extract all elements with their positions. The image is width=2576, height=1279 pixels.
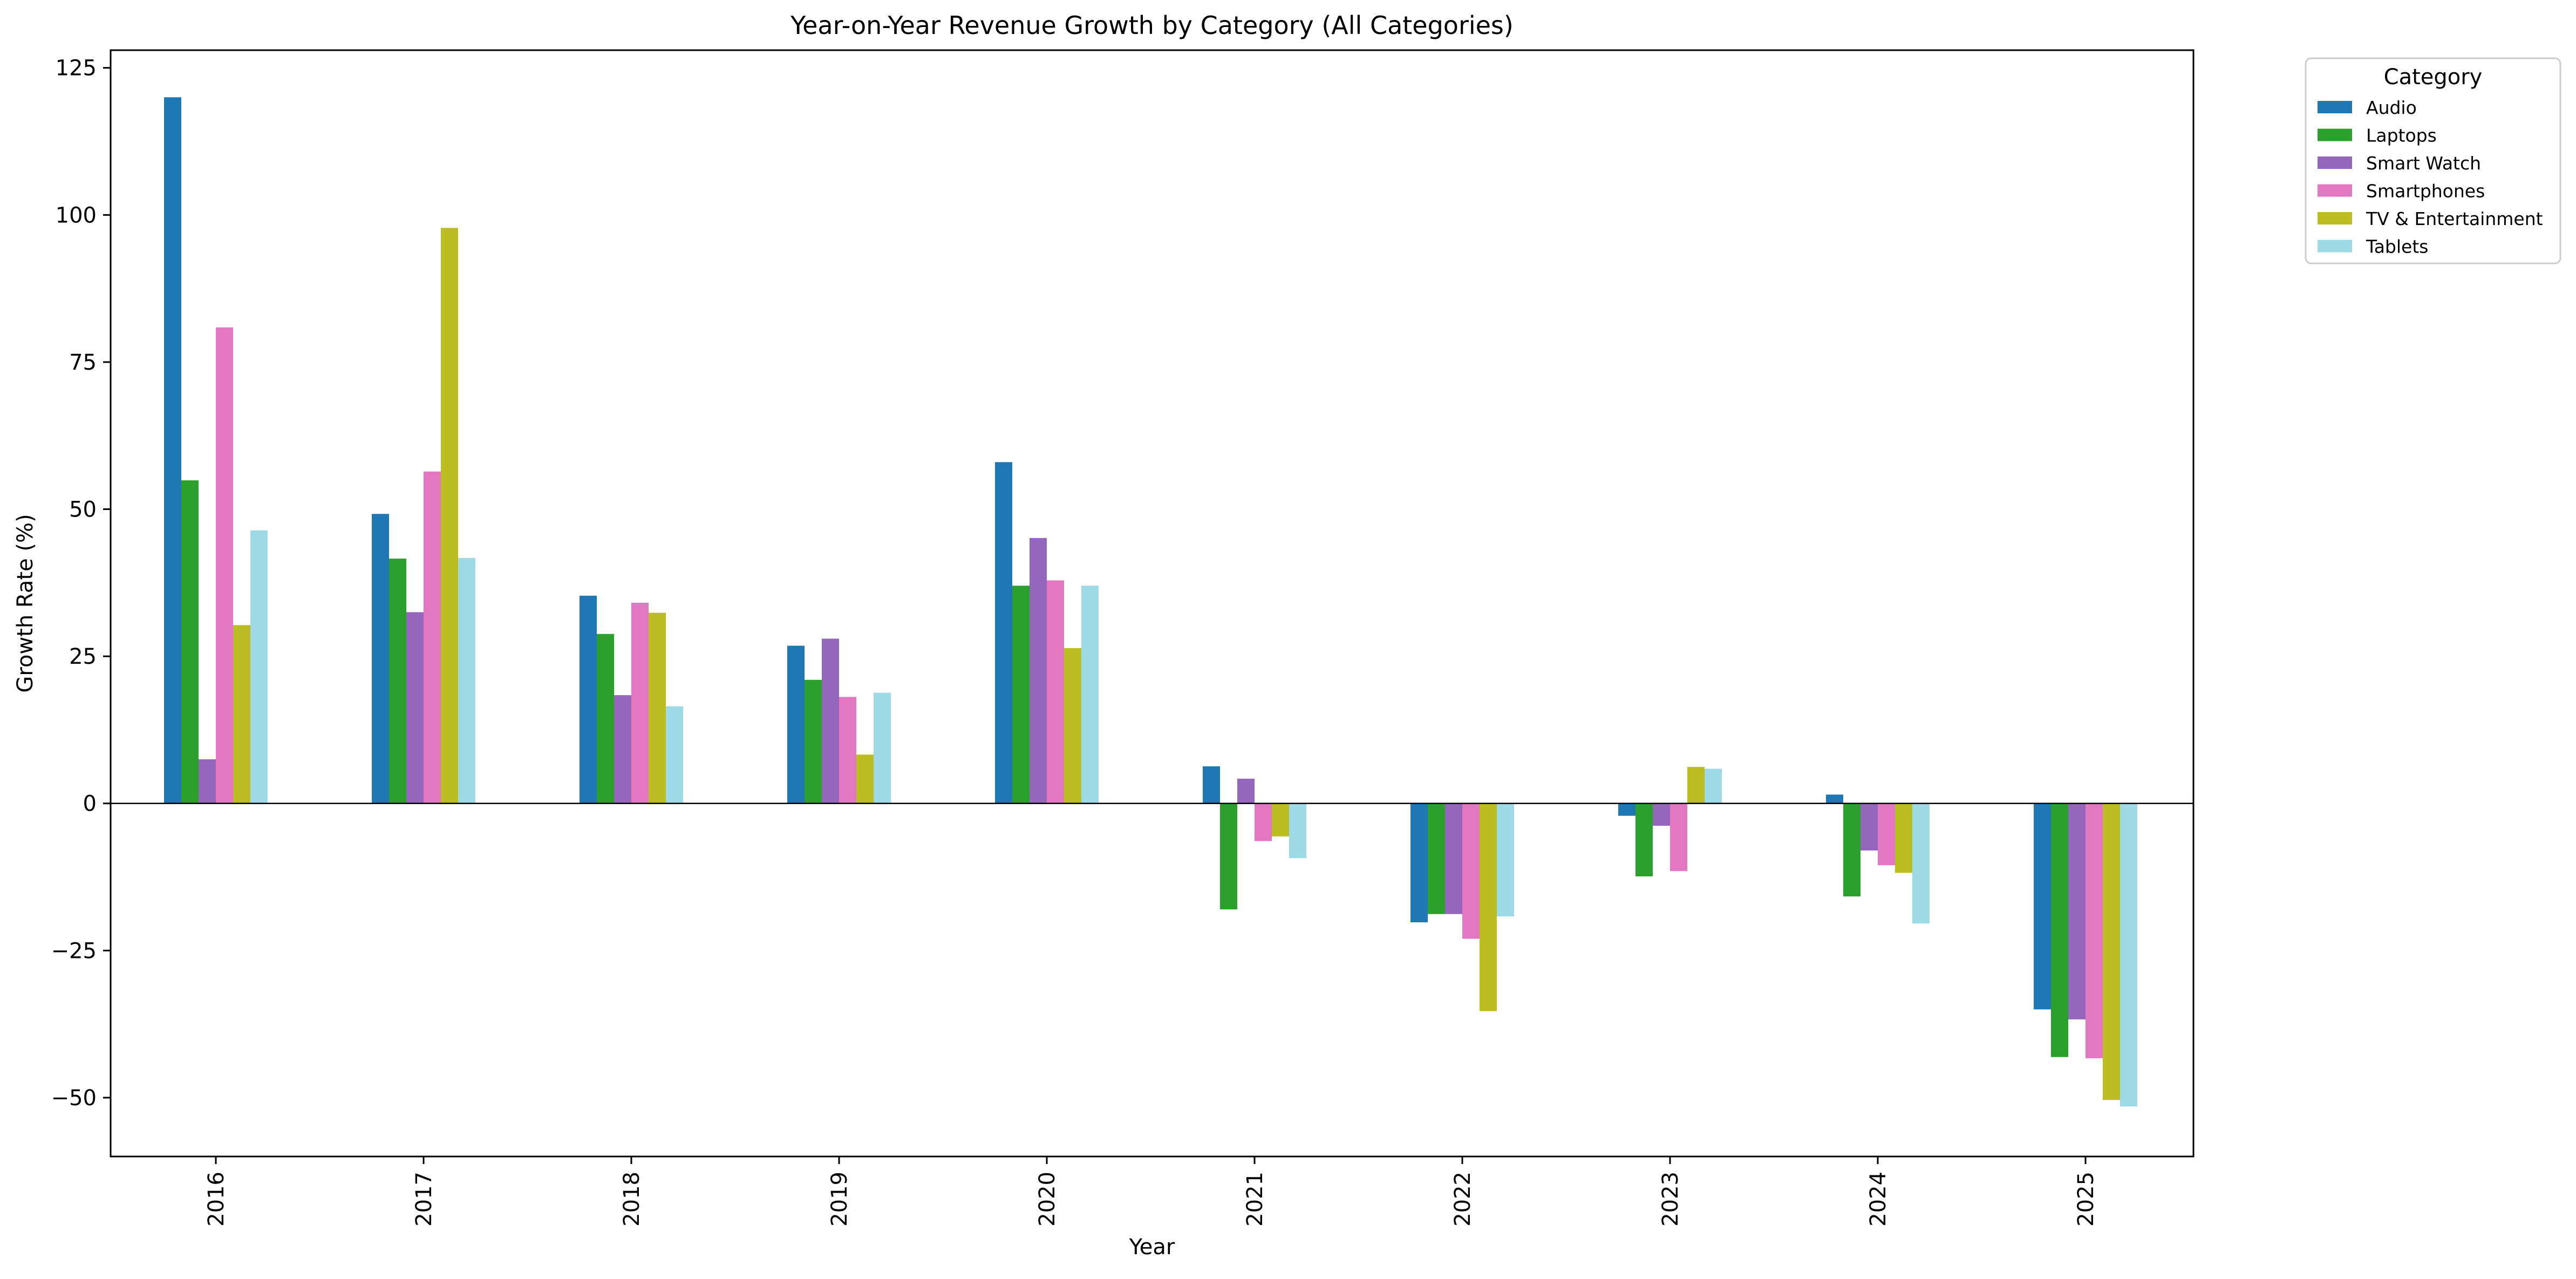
bar-smart-watch-2019: [822, 638, 839, 804]
bar-tablets-2023: [1705, 768, 1722, 804]
legend-label: Smartphones: [2366, 181, 2485, 202]
bar-smart-watch-2018: [614, 695, 631, 804]
chart-title: Year-on-Year Revenue Growth by Category …: [790, 11, 1514, 40]
bar-smartphones-2017: [424, 471, 441, 804]
bar-tv-entertainment-2022: [1480, 803, 1497, 1011]
legend-frame: [2305, 57, 2561, 264]
legend-swatch: [2318, 240, 2352, 253]
bar-audio-2025: [2034, 803, 2051, 1010]
legend-swatch: [2318, 101, 2352, 113]
bar-audio-2023: [1618, 803, 1635, 816]
bar-tv-entertainment-2020: [1064, 648, 1081, 804]
y-tick-label: 100: [56, 203, 97, 228]
bar-audio-2018: [580, 595, 597, 804]
bar-tablets-2025: [2120, 803, 2137, 1107]
bar-smartphones-2018: [631, 602, 649, 804]
bar-tablets-2024: [1912, 803, 1930, 924]
bar-audio-2024: [1826, 794, 1843, 804]
x-tick-label: 2017: [412, 1172, 437, 1227]
bar-smartphones-2021: [1255, 803, 1272, 841]
bar-audio-2022: [1410, 803, 1428, 923]
bar-audio-2016: [164, 97, 181, 804]
bar-tv-entertainment-2021: [1272, 803, 1289, 836]
bar-smartphones-2023: [1670, 803, 1687, 872]
bar-tablets-2017: [458, 558, 475, 804]
x-tick-label: 2024: [1866, 1172, 1891, 1227]
legend-swatch: [2318, 184, 2352, 197]
x-tick-label: 2021: [1243, 1172, 1267, 1227]
bar-tv-entertainment-2023: [1687, 767, 1705, 804]
bar-laptops-2022: [1428, 803, 1445, 914]
y-tick-label: 75: [69, 350, 97, 375]
x-axis-label: Year: [1129, 1235, 1175, 1260]
bar-audio-2017: [372, 514, 389, 804]
legend-swatch: [2318, 128, 2352, 141]
x-tick-label: 2023: [1658, 1172, 1683, 1227]
y-tick-label: −25: [51, 938, 97, 963]
legend-label: Smart Watch: [2366, 153, 2481, 174]
bar-tablets-2016: [250, 530, 268, 804]
legend-title: Category: [2384, 65, 2483, 90]
bar-smartphones-2025: [2086, 803, 2103, 1058]
x-tick-label: 2018: [619, 1172, 644, 1227]
bar-smart-watch-2025: [2068, 803, 2086, 1019]
bar-tv-entertainment-2019: [856, 754, 874, 804]
bar-smartphones-2016: [216, 327, 233, 804]
bar-laptops-2018: [597, 634, 614, 804]
y-tick-label: 50: [69, 498, 97, 522]
x-tick-label: 2022: [1450, 1172, 1475, 1227]
bar-tablets-2021: [1289, 803, 1306, 859]
legend-label: TV & Entertainment: [2366, 208, 2543, 229]
bar-smart-watch-2016: [199, 759, 216, 804]
bar-laptops-2021: [1220, 803, 1237, 910]
x-tick-label: 2016: [204, 1172, 229, 1227]
bar-laptops-2017: [389, 559, 406, 804]
bar-smart-watch-2024: [1861, 803, 1878, 851]
y-tick-label: 125: [56, 56, 97, 81]
x-tick-label: 2020: [1035, 1172, 1060, 1227]
bar-laptops-2025: [2051, 803, 2068, 1057]
plot-frame: [110, 49, 2195, 1158]
bar-smartphones-2019: [839, 697, 856, 804]
bar-smartphones-2022: [1462, 803, 1480, 939]
bar-laptops-2023: [1635, 803, 1653, 876]
bar-laptops-2016: [181, 480, 199, 804]
bar-audio-2019: [787, 645, 805, 804]
y-tick-label: 25: [69, 644, 97, 669]
bar-tablets-2020: [1081, 586, 1099, 804]
bar-tablets-2019: [874, 692, 891, 804]
legend-label: Laptops: [2366, 125, 2437, 146]
bar-smart-watch-2020: [1030, 538, 1047, 804]
legend: Category Audio Laptops Smart Watch Smartpho…: [2305, 57, 2561, 264]
y-tick-label: 0: [83, 792, 97, 817]
bar-tablets-2022: [1497, 803, 1514, 917]
bar-tv-entertainment-2024: [1895, 803, 1912, 873]
x-tick-label: 2019: [827, 1172, 852, 1227]
bar-smartphones-2024: [1878, 803, 1895, 866]
x-tick-label: 2025: [2074, 1172, 2098, 1227]
bar-smart-watch-2021: [1237, 778, 1255, 804]
legend-swatch: [2318, 212, 2352, 224]
bar-tablets-2018: [666, 706, 683, 804]
bar-laptops-2020: [1012, 586, 1030, 804]
legend-swatch: [2318, 157, 2352, 169]
bar-audio-2020: [995, 462, 1012, 804]
bar-smart-watch-2022: [1445, 803, 1462, 914]
legend-label: Audio: [2366, 97, 2417, 118]
bar-tv-entertainment-2017: [441, 228, 458, 804]
bar-tv-entertainment-2018: [649, 613, 666, 804]
bar-smart-watch-2023: [1653, 803, 1670, 826]
y-tick-label: −50: [51, 1086, 97, 1111]
bar-tv-entertainment-2016: [233, 625, 250, 804]
bar-laptops-2019: [805, 679, 822, 804]
y-axis-label: Growth Rate (%): [13, 514, 38, 692]
bar-smart-watch-2017: [406, 612, 424, 804]
bar-audio-2021: [1203, 766, 1220, 804]
legend-label: Tablets: [2366, 236, 2428, 257]
bar-laptops-2024: [1843, 803, 1861, 897]
bar-smartphones-2020: [1047, 580, 1064, 804]
bar-tv-entertainment-2025: [2103, 803, 2120, 1100]
